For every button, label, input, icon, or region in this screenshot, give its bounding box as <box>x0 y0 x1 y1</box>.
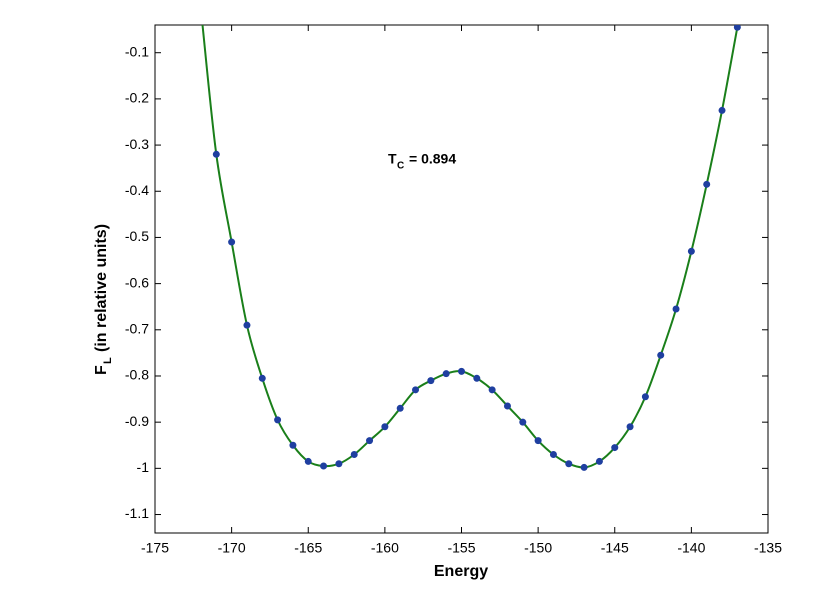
data-point <box>396 404 404 412</box>
data-point <box>626 423 634 431</box>
data-point <box>718 106 726 114</box>
x-tick-label: -135 <box>754 540 782 556</box>
y-tick-label: -0.6 <box>125 274 149 290</box>
data-point <box>289 441 297 449</box>
y-tick-label: -0.5 <box>125 228 149 244</box>
data-point <box>412 386 420 394</box>
data-point <box>304 457 312 465</box>
data-point <box>565 460 573 468</box>
data-point <box>672 305 680 313</box>
data-point <box>473 374 481 382</box>
data-point <box>534 437 542 445</box>
x-tick-label: -170 <box>218 540 246 556</box>
y-tick-label: -0.3 <box>125 136 149 152</box>
data-point <box>703 180 711 188</box>
data-point <box>687 247 695 255</box>
annotation-main: T <box>388 151 397 167</box>
data-point <box>427 377 435 385</box>
plot-content <box>201 25 741 471</box>
x-tick-label: -160 <box>371 540 399 556</box>
annotation-rest: = 0.894 <box>409 151 456 167</box>
y-tick-label: -1 <box>137 459 150 475</box>
x-tick-label: -165 <box>294 540 322 556</box>
plot-area <box>154 24 769 534</box>
data-point <box>442 370 450 378</box>
x-axis-label: Energy <box>434 563 488 580</box>
data-point <box>381 423 389 431</box>
data-point <box>228 238 236 246</box>
data-point <box>519 418 527 426</box>
x-tick-label: -140 <box>677 540 705 556</box>
data-point <box>350 450 358 458</box>
data-point <box>335 460 343 468</box>
y-tick-label: -0.9 <box>125 413 149 429</box>
annotation-sub: C <box>397 161 404 172</box>
data-point <box>733 25 741 31</box>
data-point <box>595 457 603 465</box>
x-tick-label: -175 <box>141 540 169 556</box>
y-tick-label: -0.4 <box>125 182 149 198</box>
y-tick-label: -0.1 <box>125 43 149 59</box>
annotation: T C = 0.894 <box>388 151 456 172</box>
y-label-sub: L <box>102 357 114 364</box>
data-point <box>611 444 619 452</box>
data-point <box>641 393 649 401</box>
y-tick-label: -0.2 <box>125 90 149 106</box>
data-point <box>212 150 220 158</box>
data-point <box>488 386 496 394</box>
x-tick-label: -155 <box>447 540 475 556</box>
data-point <box>366 437 374 445</box>
data-point <box>258 374 266 382</box>
y-tick-label: -1.1 <box>125 505 149 521</box>
data-point <box>657 351 665 359</box>
x-tick-label: -145 <box>601 540 629 556</box>
data-point <box>549 450 557 458</box>
data-point <box>274 416 282 424</box>
y-axis-label: F L (in relative units) <box>93 224 114 375</box>
y-tick-label: -0.8 <box>125 367 149 383</box>
y-tick-label: -0.7 <box>125 321 149 337</box>
x-tick-label: -150 <box>524 540 552 556</box>
data-point <box>243 321 251 329</box>
data-point <box>580 463 588 471</box>
data-point <box>503 402 511 410</box>
y-label-main: F <box>93 365 110 375</box>
data-point <box>320 462 328 470</box>
y-label-rest: (in relative units) <box>93 224 110 352</box>
data-point <box>458 367 465 375</box>
